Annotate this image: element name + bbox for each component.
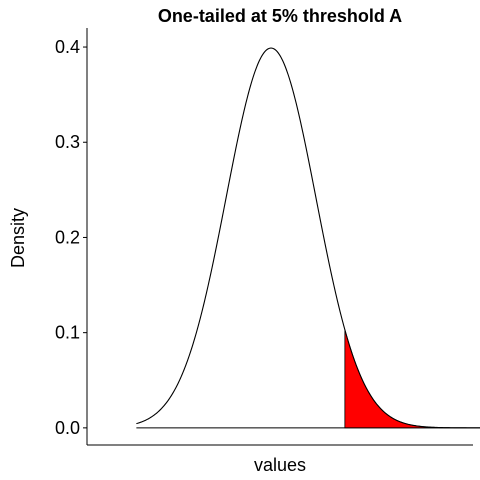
chart-title: One-tailed at 5% threshold A [158,6,402,26]
y-tick-label: 0.0 [55,418,80,438]
plot-area [136,48,480,428]
y-tick-label: 0.3 [55,132,80,152]
shaded-tail-area [345,330,480,428]
y-tick-label: 0.4 [55,37,80,57]
y-tick-label: 0.2 [55,227,80,247]
x-axis-label: values [254,455,306,475]
axes [87,28,473,445]
y-axis-label: Density [8,208,28,268]
density-curve [136,48,480,428]
y-axis-ticks: 0.0 0.1 0.2 0.3 0.4 [55,37,87,438]
y-tick-label: 0.1 [55,323,80,343]
